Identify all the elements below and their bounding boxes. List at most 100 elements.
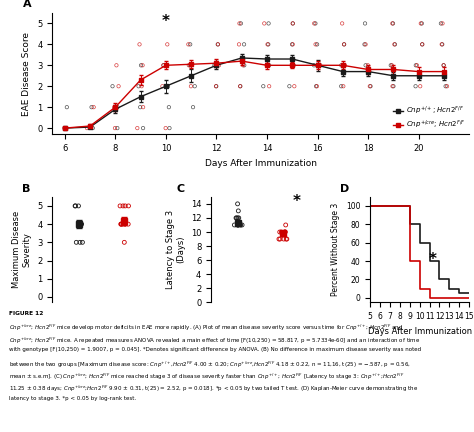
Point <box>237 83 244 90</box>
Point <box>139 104 147 111</box>
Point <box>418 20 426 27</box>
Point <box>419 41 426 48</box>
Point <box>210 62 218 69</box>
Point <box>121 203 129 210</box>
Point <box>232 214 240 221</box>
Point <box>212 83 220 90</box>
Point <box>341 62 349 69</box>
Point <box>362 62 369 69</box>
Point <box>89 125 97 132</box>
Point <box>110 104 118 111</box>
Point <box>361 41 368 48</box>
Point <box>166 125 173 132</box>
Point <box>119 221 127 228</box>
Point <box>71 203 79 210</box>
Point <box>439 20 447 27</box>
Text: D: D <box>340 184 349 194</box>
Text: *: * <box>293 194 301 209</box>
Point <box>237 222 245 229</box>
Point <box>440 62 447 69</box>
Text: $Cnp^{+/cre}$; $Hcn2^{F/F}$ mice. A repeated measures ANOVA revealed a main effe: $Cnp^{+/cre}$; $Hcn2^{F/F}$ mice. A repe… <box>9 335 420 346</box>
Point <box>417 83 424 90</box>
Point <box>189 104 197 111</box>
Point <box>165 104 173 111</box>
Point <box>417 20 425 27</box>
Point <box>289 41 297 48</box>
Point <box>118 221 125 228</box>
Point <box>235 207 242 214</box>
Point <box>280 235 288 242</box>
Point <box>116 203 124 210</box>
Point <box>136 41 143 48</box>
Point <box>117 221 125 228</box>
Point <box>77 221 84 228</box>
Point <box>77 221 85 228</box>
Point <box>90 104 98 111</box>
Point <box>282 229 289 235</box>
Y-axis label: EAE Disease Score: EAE Disease Score <box>22 32 31 116</box>
Point <box>113 62 120 69</box>
Point <box>389 83 396 90</box>
Point <box>138 83 146 90</box>
Point <box>317 62 324 69</box>
Point <box>442 83 449 90</box>
Point <box>78 221 85 228</box>
Text: C: C <box>176 184 184 194</box>
Point <box>125 203 132 210</box>
Point <box>389 20 397 27</box>
Point <box>337 83 345 90</box>
Point <box>234 222 242 229</box>
Point <box>139 62 146 69</box>
Point <box>387 62 394 69</box>
Point <box>234 214 242 221</box>
Point <box>264 41 272 48</box>
Point <box>263 62 271 69</box>
Point <box>290 62 297 69</box>
Point <box>281 229 289 235</box>
Point <box>313 41 321 48</box>
Point <box>290 62 297 69</box>
Text: 11.25 ± 0.38 days; $Cnp^{+/cre}$;$Hcn2^{F/F}$ 9.90 ± 0.31, t(25) = 2.52, p = 0.0: 11.25 ± 0.38 days; $Cnp^{+/cre}$;$Hcn2^{… <box>9 384 419 394</box>
Point <box>72 203 79 210</box>
Point <box>61 125 68 132</box>
Point <box>164 41 171 48</box>
Text: FIGURE 12: FIGURE 12 <box>9 311 44 316</box>
Point <box>338 20 346 27</box>
Point <box>76 239 84 246</box>
Point <box>212 83 220 90</box>
Point <box>438 41 446 48</box>
Legend: $Cnp^{+/+}$; $Hcn2^{F/F}$, $Cnp^{+/cre}$; $Hcn2^{F/F}$: $Cnp^{+/+}$; $Hcn2^{F/F}$, $Cnp^{+/cre}$… <box>393 104 466 131</box>
Point <box>214 41 221 48</box>
Text: $Cnp^{+/cre}$; $Hcn2^{F/F}$ mice develop motor deficits in EAE more rapidly. (A): $Cnp^{+/cre}$; $Hcn2^{F/F}$ mice develop… <box>9 323 403 334</box>
Text: B: B <box>22 184 31 194</box>
Point <box>291 83 298 90</box>
Point <box>120 239 128 246</box>
Point <box>340 41 348 48</box>
Point <box>312 83 320 90</box>
Point <box>283 235 290 242</box>
Point <box>310 62 318 69</box>
Point <box>234 222 242 229</box>
Point <box>275 235 283 242</box>
Point <box>79 239 86 246</box>
Point <box>121 221 129 228</box>
Point <box>137 62 145 69</box>
Text: *: * <box>162 14 170 29</box>
Point <box>83 125 91 132</box>
Point <box>234 222 242 229</box>
Point <box>438 41 446 48</box>
Point <box>63 104 71 111</box>
Point <box>187 83 195 90</box>
Point <box>237 83 244 90</box>
Point <box>139 125 147 132</box>
Point <box>412 62 419 69</box>
Point <box>285 83 293 90</box>
Point <box>340 41 348 48</box>
Point <box>238 222 246 229</box>
Point <box>233 214 240 221</box>
Point <box>135 83 142 90</box>
X-axis label: Days After Immunization: Days After Immunization <box>205 159 317 168</box>
Point <box>236 20 243 27</box>
Point <box>265 62 273 69</box>
Text: between the two groups [Maximum disease score: $Cnp^{+/+}$,$Hcn2^{F/F}$ 4.00 ± 0: between the two groups [Maximum disease … <box>9 359 411 370</box>
